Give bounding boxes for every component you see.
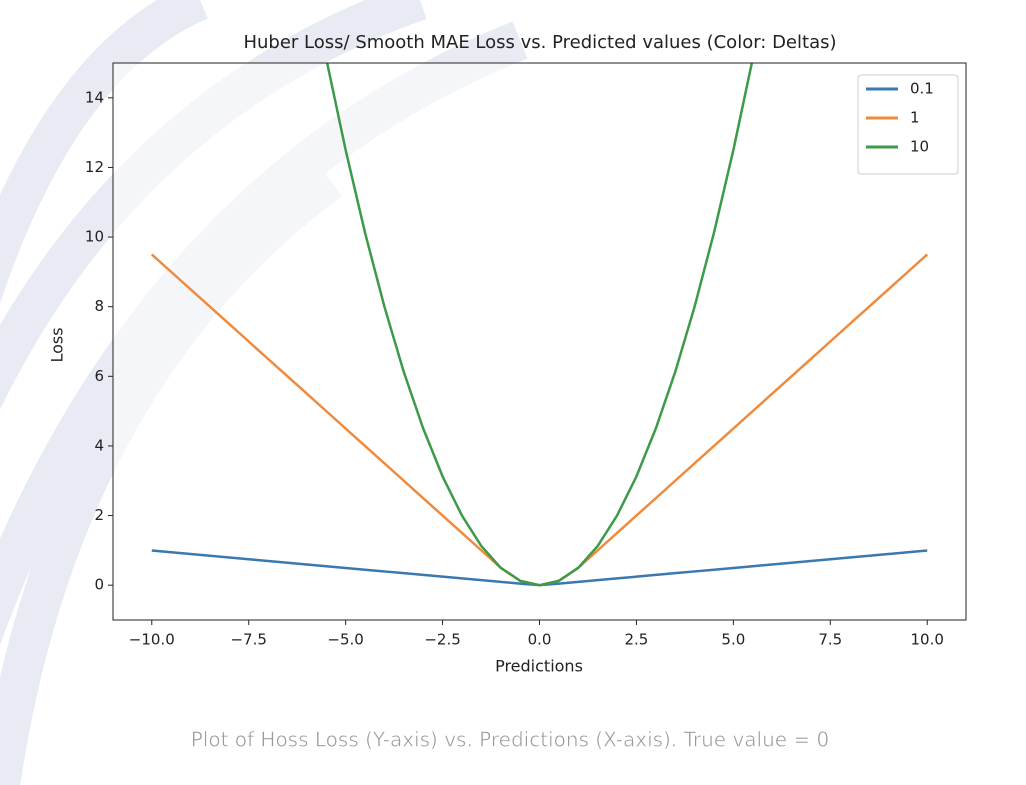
plot-area <box>113 63 966 620</box>
caption: Plot of Hoss Loss (Y-axis) vs. Predictio… <box>191 728 830 752</box>
y-tick-label: 8 <box>94 297 104 315</box>
y-tick-label: 2 <box>94 506 104 524</box>
x-tick-label: −5.0 <box>327 631 363 649</box>
legend-label: 10 <box>910 138 929 156</box>
y-tick-label: 6 <box>94 367 104 385</box>
axes-layer: −10.0 −7.5 −5.0 −2.5 0.0 2.5 5.0 7.5 10.00246810… <box>85 62 967 649</box>
x-tick-label: 5.0 <box>721 631 745 649</box>
legend: 0.1 1 10 <box>857 74 959 175</box>
legend-label: 0.1 <box>910 80 934 98</box>
chart-title: Huber Loss/ Smooth MAE Loss vs. Predicte… <box>243 32 836 53</box>
x-tick-label: −2.5 <box>424 631 460 649</box>
y-tick-label: 12 <box>85 158 104 176</box>
x-tick-label: 10.0 <box>911 631 944 649</box>
x-tick-label: 7.5 <box>818 631 842 649</box>
y-tick-label: 0 <box>94 576 104 594</box>
x-tick-label: −7.5 <box>230 631 266 649</box>
legend-label: 1 <box>910 109 920 127</box>
x-tick-label: 0.0 <box>528 631 552 649</box>
x-axis-label: Predictions <box>495 657 583 676</box>
series-layer <box>150 63 929 587</box>
legend-box <box>857 74 959 175</box>
y-tick-label: 14 <box>85 88 104 106</box>
x-tick-label: −10.0 <box>129 631 175 649</box>
series-line <box>325 63 754 587</box>
y-tick-label: 4 <box>94 436 104 454</box>
x-tick-label: 2.5 <box>625 631 649 649</box>
y-tick-label: 10 <box>85 228 104 246</box>
y-axis-label: Loss <box>48 327 67 362</box>
